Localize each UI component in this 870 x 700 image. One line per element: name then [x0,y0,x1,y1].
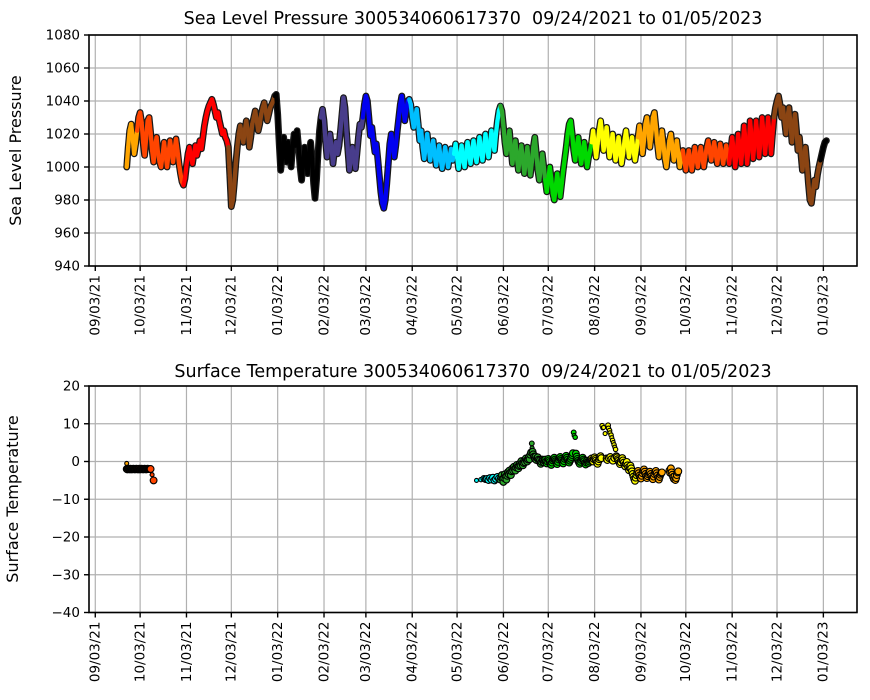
y-tick-label: −10 [52,492,81,508]
x-tick-label: 08/03/22 [587,622,603,683]
x-tick-label: 12/03/22 [769,622,785,683]
tick-label-group: 09/03/21 10/03/21 11/03/21 12/03/21 01/03/22… [46,28,832,336]
y-tick-label: 980 [54,193,80,209]
x-tick-label: 04/03/22 [405,622,421,683]
x-tick-label: 05/03/22 [449,275,465,336]
x-tick-label: 09/03/22 [633,622,649,683]
y-tick-label: 10 [63,416,80,432]
x-tick-label: 10/03/21 [132,622,148,683]
x-tick-label: 03/03/22 [358,275,374,336]
temperature-plot-layers: 09/03/21 10/03/21 11/03/21 12/03/21 01/03/22… [52,379,858,682]
y-tick-label: 1020 [46,127,80,143]
x-tick-label: 11/03/21 [179,622,195,683]
y-tick-label: −20 [52,530,81,546]
x-tick-label: 09/03/22 [633,275,649,336]
x-tick-label: 10/03/22 [678,622,694,683]
temperature-data-series [122,422,683,486]
pressure-y-axis-label: Sea Level Pressure [6,75,25,226]
grid-lines [89,385,857,614]
x-tick-label: 02/03/22 [316,622,332,683]
pressure-chart-title: Sea Level Pressure 300534060617370 09/24… [184,9,763,29]
tick-marks [84,34,825,271]
pressure-plot-layers: 09/03/21 10/03/21 11/03/21 12/03/21 01/03/22… [46,28,858,336]
x-tick-label: 07/03/22 [541,622,557,683]
temperature-chart-title: Surface Temperature 300534060617370 09/2… [174,362,771,382]
x-tick-label: 02/03/22 [316,275,332,336]
y-tick-label: 1080 [46,28,80,44]
temperature-chart: 09/03/21 10/03/21 11/03/21 12/03/21 01/03/22… [3,362,858,682]
x-tick-label: 08/03/22 [587,275,603,336]
x-tick-label: 09/03/21 [88,622,104,683]
plot-border [88,34,858,267]
x-tick-label: 10/03/22 [678,275,694,336]
tick-label-group: 09/03/21 10/03/21 11/03/21 12/03/21 01/03/22… [52,379,832,682]
y-tick-label: −30 [52,567,81,583]
x-tick-label: 12/03/21 [224,622,240,683]
x-tick-label: 06/03/22 [496,622,512,683]
y-tick-label: 960 [54,226,80,242]
y-tick-label: −40 [52,605,81,621]
x-tick-label: 07/03/22 [541,275,557,336]
x-tick-label: 11/03/22 [724,622,740,683]
x-tick-label: 03/03/22 [358,622,374,683]
x-tick-label: 12/03/22 [769,275,785,336]
x-tick-label: 05/03/22 [449,622,465,683]
y-tick-label: 940 [54,259,80,275]
x-tick-label: 01/03/22 [270,275,286,336]
x-tick-label: 01/03/22 [270,622,286,683]
x-tick-label: 11/03/21 [179,275,195,336]
x-tick-label: 01/03/23 [816,275,832,336]
x-tick-label: 06/03/22 [496,275,512,336]
y-tick-label: 20 [63,379,80,395]
temperature-y-axis-label: Surface Temperature [3,415,22,582]
y-tick-label: 1000 [46,160,80,176]
pressure-chart: 09/03/21 10/03/21 11/03/21 12/03/21 01/03/22… [6,9,858,336]
x-tick-label: 09/03/21 [88,275,104,336]
x-tick-label: 11/03/22 [724,275,740,336]
pressure-data-series [123,91,830,212]
y-tick-label: 1060 [46,61,80,77]
x-tick-label: 04/03/22 [405,275,421,336]
x-tick-label: 01/03/23 [816,622,832,683]
x-tick-label: 12/03/21 [224,275,240,336]
y-tick-label: 0 [71,454,80,470]
tick-marks [84,385,825,618]
y-tick-label: 1040 [46,94,80,110]
x-tick-label: 10/03/21 [132,275,148,336]
